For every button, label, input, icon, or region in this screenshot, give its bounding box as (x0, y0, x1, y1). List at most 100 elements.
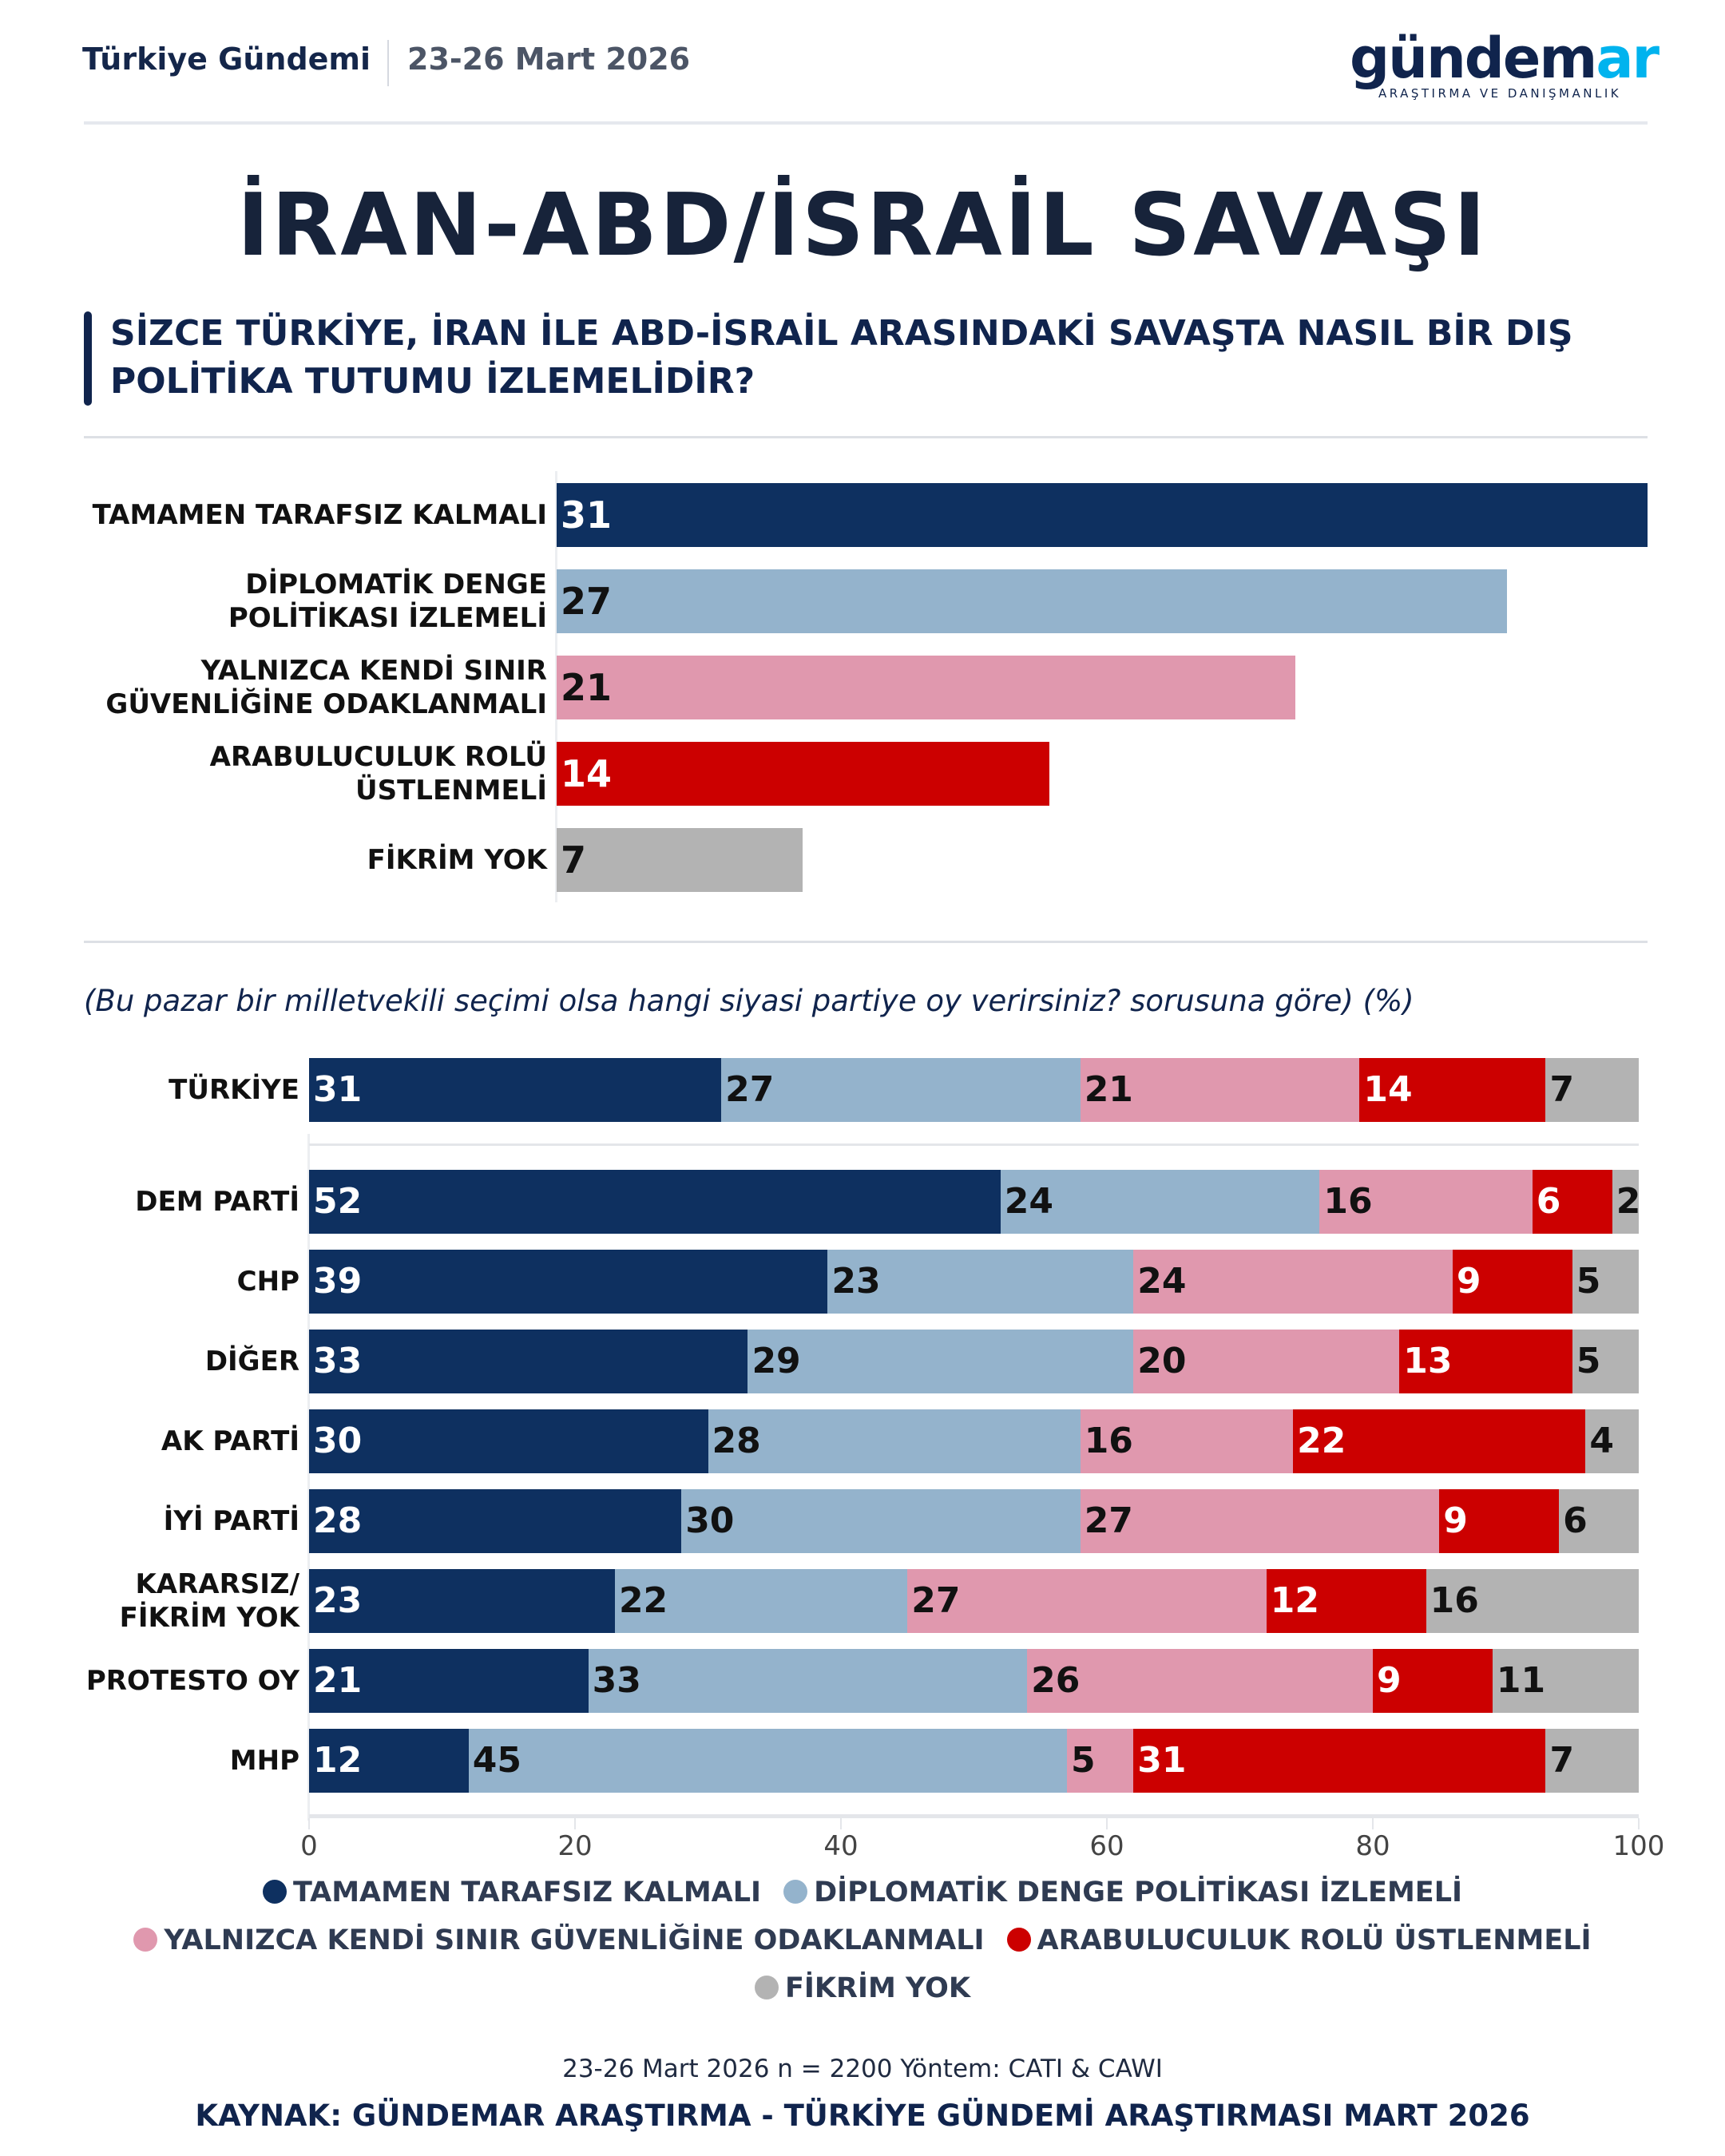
overall-bar-value: 27 (561, 580, 613, 623)
stacked-segment-value: 27 (725, 1069, 775, 1110)
turkiye-row-separator (309, 1143, 1639, 1146)
logo-wordmark-dark: gündem (1350, 26, 1597, 91)
overall-bar (557, 483, 1648, 547)
legend-label: ARABULUCULUK ROLÜ ÜSTLENMELİ (1037, 1924, 1592, 1956)
stacked-segment-value: 6 (1563, 1500, 1588, 1541)
stacked-segment (1133, 1250, 1453, 1314)
stacked-segment (614, 1569, 908, 1633)
stacked-segment-value: 2 (1616, 1181, 1641, 1222)
stacked-segment-value: 9 (1443, 1500, 1468, 1541)
stacked-segment (1545, 1058, 1639, 1122)
row-label-line: MHP (229, 1745, 299, 1777)
category-label-line: DİPLOMATİK DENGE (245, 569, 547, 600)
stacked-segment (1492, 1649, 1639, 1713)
legend-item: FİKRİM YOK (754, 1972, 970, 2004)
stacked-segment-value: 16 (1323, 1181, 1373, 1222)
legend-label: YALNIZCA KENDİ SINIR GÜVENLİĞİNE ODAKLAN… (164, 1924, 985, 1956)
overall-category-label: DİPLOMATİK DENGE POLİTİKASI İZLEMELİ (228, 568, 547, 635)
stacked-segment (1133, 1729, 1546, 1793)
row-label-line: DİĞER (204, 1346, 299, 1377)
question-accent-bar (84, 311, 92, 406)
x-axis-tick-label: 40 (823, 1830, 859, 1862)
stacked-segment (748, 1330, 1134, 1393)
stacked-segment-value: 9 (1377, 1660, 1402, 1701)
x-axis-tick (308, 1818, 310, 1829)
row-category-label: MHP (230, 1744, 299, 1778)
legend-swatch-icon (783, 1880, 808, 1904)
row-label-line: KARARSIZ/ (135, 1568, 299, 1600)
stacked-segment (1399, 1330, 1572, 1393)
stacked-segment-value: 33 (592, 1660, 641, 1701)
stacked-segment-value: 39 (313, 1261, 363, 1302)
stacked-segment-value: 6 (1536, 1181, 1561, 1222)
x-axis-tick (1638, 1818, 1640, 1829)
stacked-segment-value: 24 (1004, 1181, 1054, 1222)
category-label-line: YALNIZCA KENDİ SINIR (200, 655, 547, 687)
legend-item: ARABULUCULUK ROLÜ ÜSTLENMELİ (1006, 1924, 1592, 1956)
stacked-segment-value: 9 (1456, 1261, 1481, 1302)
stacked-segment (1133, 1330, 1400, 1393)
stacked-segment-value: 28 (313, 1500, 363, 1541)
row-category-label: AK PARTİ (161, 1425, 299, 1458)
stacked-segment-value: 26 (1031, 1660, 1081, 1701)
stacked-segment (907, 1569, 1267, 1633)
stacked-segment-value: 22 (618, 1580, 668, 1621)
row-label-line: FİKRİM YOK (119, 1602, 299, 1634)
row-category-label: DİĞER (205, 1345, 299, 1378)
stacked-segment-value: 7 (1549, 1069, 1575, 1110)
section-separator-2 (84, 941, 1648, 943)
legend-swatch-icon (133, 1928, 158, 1952)
category-label-line: GÜVENLİĞİNE ODAKLANMALI (105, 688, 547, 720)
stacked-chart-y-axis (307, 1134, 310, 1821)
stacked-segment (1000, 1170, 1320, 1234)
row-category-label: CHP (237, 1265, 299, 1298)
overall-bar-value: 7 (561, 838, 587, 882)
row-category-label: PROTESTO OY (86, 1664, 299, 1698)
stacked-segment (1585, 1409, 1639, 1473)
category-label-line: TAMAMEN TARAFSIZ KALMALI (92, 499, 547, 531)
stacked-segment (708, 1409, 1081, 1473)
stacked-segment-value: 14 (1363, 1069, 1413, 1110)
row-label-line: DEM PARTİ (135, 1186, 299, 1218)
category-label-line: FİKRİM YOK (367, 844, 547, 876)
stacked-segment-value: 27 (911, 1580, 961, 1621)
stacked-segment (1293, 1409, 1586, 1473)
stacked-segment-value: 7 (1549, 1740, 1575, 1781)
stacked-segment (309, 1489, 682, 1553)
row-label-line: CHP (236, 1266, 299, 1298)
stacked-segment (1080, 1409, 1294, 1473)
stacked-segment-value: 16 (1430, 1580, 1479, 1621)
overall-chart-axis (555, 471, 557, 902)
legend-row: YALNIZCA KENDİ SINIR GÜVENLİĞİNE ODAKLAN… (0, 1924, 1725, 1956)
stacked-segment-value: 24 (1137, 1261, 1187, 1302)
source-note: KAYNAK: GÜNDEMAR ARAŞTIRMA - TÜRKİYE GÜN… (195, 2099, 1530, 2133)
stacked-segment (309, 1250, 828, 1314)
category-label-line: ARABULUCULUK ROLÜ (209, 741, 547, 773)
row-label-line: İYİ PARTİ (163, 1505, 299, 1537)
stacked-segment (1559, 1489, 1639, 1553)
page-title: İRAN-ABD/İSRAİL SAVAŞI (236, 176, 1489, 275)
stacked-segment (468, 1729, 1068, 1793)
stacked-segment-value: 13 (1403, 1341, 1453, 1381)
x-axis-tick (1106, 1818, 1108, 1829)
stacked-segment-value: 30 (313, 1421, 363, 1461)
x-axis-tick-label: 80 (1355, 1830, 1390, 1862)
header-separator (84, 121, 1648, 125)
overall-category-label: ARABULUCULUK ROLÜ ÜSTLENMELİ (210, 740, 547, 807)
stacked-segment-value: 12 (1270, 1580, 1320, 1621)
overall-category-label: FİKRİM YOK (367, 843, 547, 877)
stacked-segment (1532, 1170, 1612, 1234)
stacked-segment (309, 1058, 722, 1122)
overall-bar (557, 569, 1507, 633)
stacked-segment-value: 21 (313, 1660, 363, 1701)
stacked-segment-value: 12 (313, 1740, 363, 1781)
stacked-segment (721, 1058, 1081, 1122)
stacked-segment-value: 11 (1496, 1660, 1546, 1701)
overall-category-label: TAMAMEN TARAFSIZ KALMALI (93, 498, 547, 532)
stacked-segment-value: 16 (1084, 1421, 1133, 1461)
survey-question: SİZCE TÜRKİYE, İRAN İLE ABD-İSRAİL ARASI… (110, 313, 1573, 402)
stacked-segment (309, 1409, 708, 1473)
stacked-segment (1080, 1058, 1360, 1122)
overall-bar (557, 828, 803, 892)
x-axis-tick (840, 1818, 842, 1829)
